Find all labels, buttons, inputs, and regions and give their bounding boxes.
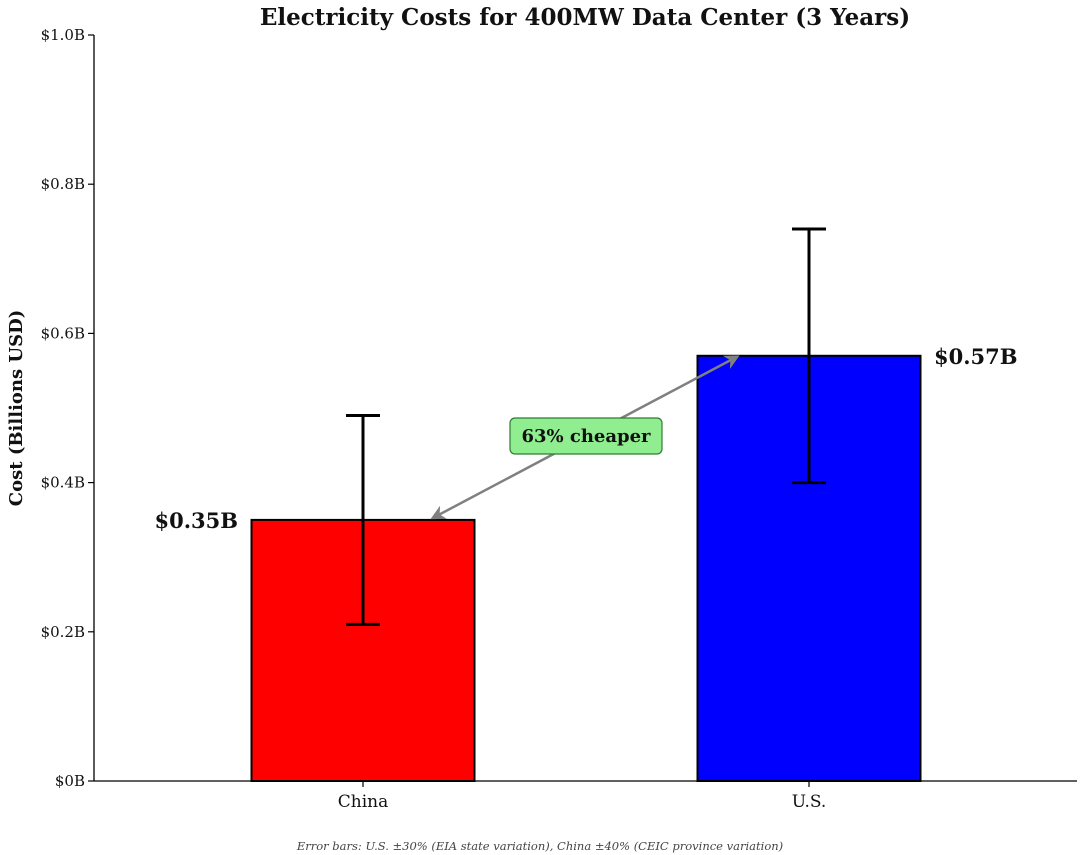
y-tick-label: $0B xyxy=(55,772,85,790)
x-tick-label: China xyxy=(338,792,388,812)
y-axis-label: Cost (Billions USD) xyxy=(6,310,27,506)
x-tick-label: U.S. xyxy=(792,792,827,812)
y-tick-label: $0.8B xyxy=(41,175,85,193)
y-tick-label: $1.0B xyxy=(41,26,85,44)
annotation-text: 63% cheaper xyxy=(521,426,651,447)
y-tick-label: $0.4B xyxy=(41,474,85,492)
footnote: Error bars: U.S. ±30% (EIA state variati… xyxy=(296,839,783,853)
plot-area: $0B $0.2B $0.4B $0.6B $0.8B $1.0B China $0.35B U… xyxy=(41,26,1077,812)
value-label: $0.57B xyxy=(934,344,1018,369)
value-label: $0.35B xyxy=(154,508,238,533)
chart-title: Electricity Costs for 400MW Data Center … xyxy=(260,4,910,31)
y-tick-label: $0.6B xyxy=(41,324,85,342)
y-tick-label: $0.2B xyxy=(41,623,85,641)
annotation-box xyxy=(509,417,663,455)
